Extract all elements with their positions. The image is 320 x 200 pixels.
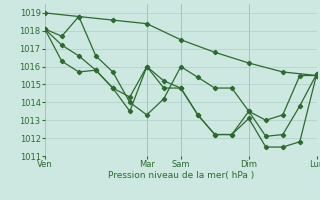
X-axis label: Pression niveau de la mer( hPa ): Pression niveau de la mer( hPa ) xyxy=(108,171,254,180)
